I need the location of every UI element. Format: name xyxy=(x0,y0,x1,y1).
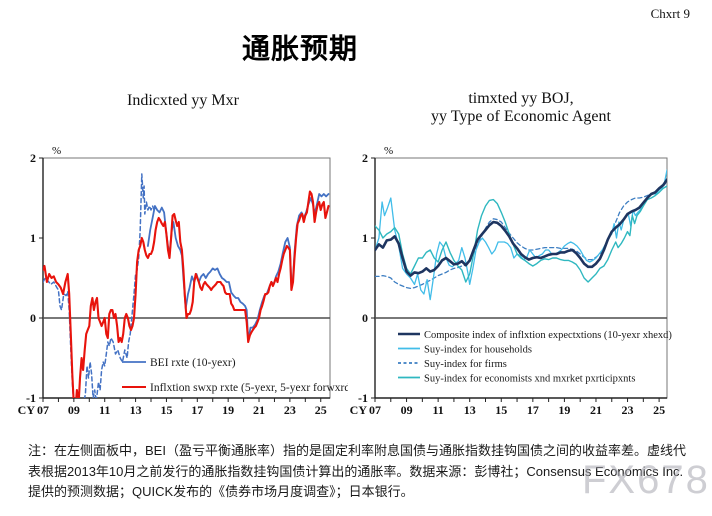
legend-label: Inflxtion swxp rxte (5-yexr, 5-yexr forw… xyxy=(150,382,348,394)
x-tick-label: 15 xyxy=(495,403,507,417)
x-tick-label: 13 xyxy=(464,403,476,417)
x-tick-label: 11 xyxy=(432,403,443,417)
right-panel-title-line2: yy Type of Economic Agent xyxy=(431,108,611,125)
x-tick-label: 17 xyxy=(191,403,203,417)
y-tick-label: 1 xyxy=(362,231,368,245)
x-tick-label: 23 xyxy=(284,403,296,417)
x-tick-label: 07 xyxy=(369,403,381,417)
x-tick-label: 25 xyxy=(315,403,327,417)
y-tick-label: -1 xyxy=(26,391,36,405)
chart-number: Chxrt 9 xyxy=(650,6,690,21)
x-tick-label: 21 xyxy=(590,403,602,417)
x-axis-prefix: CY xyxy=(18,403,36,417)
left-panel-title: Indicxted yy Mxr xyxy=(53,92,313,110)
series-line xyxy=(43,190,330,398)
y-tick-label: -1 xyxy=(358,391,368,405)
legend-label: Suy-index for economists xnd mxrket pxrt… xyxy=(424,373,635,384)
x-tick-label: 25 xyxy=(653,403,665,417)
x-tick-label: 19 xyxy=(558,403,570,417)
y-tick-label: 2 xyxy=(362,151,368,165)
left-panel-title-text: Indicxted yy Mxr xyxy=(127,92,239,109)
x-tick-label: 23 xyxy=(622,403,634,417)
x-tick-label: 13 xyxy=(130,403,142,417)
x-tick-label: 07 xyxy=(37,403,49,417)
right-panel-title: timxted yy BOJ, yy Type of Economic Agen… xyxy=(390,90,652,126)
series-line xyxy=(375,181,667,290)
x-tick-label: 09 xyxy=(68,403,80,417)
x-tick-label: 19 xyxy=(222,403,234,417)
y-unit-label: % xyxy=(384,145,393,157)
legend-label: Suy-index for firms xyxy=(424,359,507,370)
x-tick-label: 09 xyxy=(401,403,413,417)
legend-label: Composite index of inflxtion expectxtion… xyxy=(424,330,672,341)
series-line xyxy=(375,185,667,283)
footnote: 注：在左侧面板中，BEI（盈亏平衡通胀率）指的是固定利率附息国债与通胀指数挂钩国… xyxy=(28,443,686,499)
y-unit-label: % xyxy=(52,145,61,157)
page-title: 通胀预期 xyxy=(241,33,358,64)
x-tick-label: 17 xyxy=(527,403,539,417)
y-tick-label: 0 xyxy=(30,311,36,325)
right-panel-title-line1: timxted yy BOJ, xyxy=(468,90,574,107)
series-line xyxy=(375,169,667,301)
x-tick-label: 11 xyxy=(99,403,110,417)
x-tick-label: 15 xyxy=(160,403,172,417)
x-axis-prefix: CY xyxy=(350,403,368,417)
legend-label: Suy-index for households xyxy=(424,344,532,355)
series-line xyxy=(43,173,155,398)
y-tick-label: 2 xyxy=(30,151,36,165)
y-tick-label: 0 xyxy=(362,311,368,325)
series-line xyxy=(375,178,667,277)
y-tick-label: 1 xyxy=(30,231,36,245)
watermark: FX678 xyxy=(582,458,710,502)
x-tick-label: 21 xyxy=(253,403,265,417)
legend-label: BEI rxte (10-yexr) xyxy=(150,357,236,369)
